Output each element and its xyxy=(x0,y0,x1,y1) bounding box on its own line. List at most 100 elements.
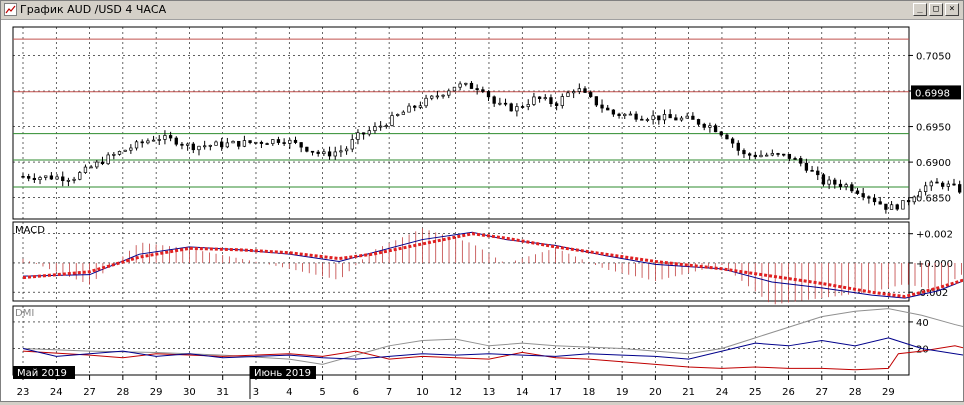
candle-body xyxy=(464,82,468,85)
candle-body xyxy=(657,115,661,121)
candle-body xyxy=(520,106,525,108)
candle-body xyxy=(526,104,530,107)
candle-body xyxy=(713,125,718,133)
candle-body xyxy=(214,141,218,146)
candle-body xyxy=(38,177,42,181)
time-tick-label: 7 xyxy=(386,387,392,398)
candle-body xyxy=(265,143,269,145)
close-button[interactable]: × xyxy=(945,3,959,16)
candle-body xyxy=(418,105,423,108)
candle-body xyxy=(140,141,144,144)
candle-body xyxy=(685,115,689,119)
candle-body xyxy=(730,138,735,144)
candle-body xyxy=(441,94,445,97)
price-panel[interactable]: 0.6850 0.6900 0.6950 0.7050 0.6998 xyxy=(12,26,964,220)
candle-body xyxy=(549,97,553,105)
time-tick-label: 23 xyxy=(17,387,30,398)
candle-body xyxy=(742,150,746,155)
time-tick-label: 12 xyxy=(449,387,462,398)
candle-body xyxy=(889,204,894,210)
price-ytick-label: 0.6950 xyxy=(916,123,951,134)
month-label-box xyxy=(13,366,75,379)
candle-body xyxy=(447,90,451,96)
candle-body xyxy=(566,92,570,97)
candle-body xyxy=(645,119,650,121)
candles xyxy=(21,81,964,214)
candle-body xyxy=(759,154,763,158)
month-label-box xyxy=(249,366,316,379)
dmi-adx-line xyxy=(22,308,964,365)
last-price-label: 0.6998 xyxy=(915,88,950,99)
candle-body xyxy=(89,166,93,169)
candle-body xyxy=(770,153,774,156)
time-tick-label: 26 xyxy=(782,387,795,398)
candle-body xyxy=(21,175,25,178)
time-tick-label: 28 xyxy=(849,387,862,398)
candle-body xyxy=(276,139,281,143)
candle-body xyxy=(498,102,502,105)
candle-body xyxy=(912,196,916,203)
candle-body xyxy=(696,119,701,125)
candle-body xyxy=(407,105,411,113)
candle-body xyxy=(827,179,831,185)
chart-area[interactable]: 0.6850 0.6900 0.6950 0.7050 0.6998 +0.002 +0.… xyxy=(1,19,964,401)
candle-body xyxy=(231,140,235,144)
candle-body xyxy=(901,200,905,210)
candle-body xyxy=(55,176,59,180)
candle-body xyxy=(958,184,962,193)
candle-body xyxy=(78,172,82,180)
candle-body xyxy=(61,176,65,182)
candle-body xyxy=(163,135,167,140)
candle-body xyxy=(469,82,474,89)
candle-body xyxy=(344,148,349,152)
candle-body xyxy=(543,97,547,100)
candle-body xyxy=(237,140,241,147)
title-bar[interactable]: График AUD /USD 4 ЧАСА _ □ × xyxy=(1,1,963,20)
price-frame xyxy=(12,26,910,220)
dmi-panel[interactable]: 40 20 DMI xyxy=(12,305,964,376)
candle-body xyxy=(855,190,860,194)
time-tick-label: 30 xyxy=(183,387,196,398)
candle-body xyxy=(867,196,871,199)
candle-body xyxy=(271,139,275,144)
candle-body xyxy=(765,154,769,157)
dmi-ytick-label: 20 xyxy=(916,344,929,355)
candle-body xyxy=(623,113,627,117)
candle-body xyxy=(793,158,797,160)
candle-body xyxy=(725,134,729,140)
candle-body xyxy=(691,115,695,120)
candle-body xyxy=(662,114,667,121)
candle-body xyxy=(554,103,559,106)
maximize-button[interactable]: □ xyxy=(929,3,943,16)
candle-body xyxy=(248,140,252,143)
candle-body xyxy=(168,135,173,139)
candle-body xyxy=(475,88,479,91)
candle-body xyxy=(299,142,303,148)
candle-body xyxy=(787,153,792,159)
macd-panel[interactable]: +0.002 +0.000 -0.002 MACD xyxy=(12,221,964,305)
candle-body xyxy=(572,91,576,94)
time-tick-label: 19 xyxy=(616,387,629,398)
candle-body xyxy=(174,137,178,145)
candle-body xyxy=(293,139,298,143)
price-ytick-label: 0.6900 xyxy=(916,158,951,169)
time-tick-label: 29 xyxy=(150,387,163,398)
candle-body xyxy=(679,117,684,121)
candle-body xyxy=(804,162,809,171)
candle-body xyxy=(708,125,712,128)
candle-body xyxy=(44,175,48,178)
candle-body xyxy=(929,181,933,187)
candle-body xyxy=(606,107,610,111)
candle-body xyxy=(816,170,820,176)
candle-body xyxy=(515,106,519,112)
minimize-button[interactable]: _ xyxy=(913,3,927,16)
time-tick-label: 17 xyxy=(549,387,562,398)
candle-body xyxy=(747,153,752,156)
candle-body xyxy=(310,150,315,153)
candle-body xyxy=(594,96,599,106)
candle-body xyxy=(430,95,434,99)
time-tick-label: 25 xyxy=(749,387,762,398)
candle-body xyxy=(651,115,655,120)
candle-body xyxy=(203,145,207,148)
